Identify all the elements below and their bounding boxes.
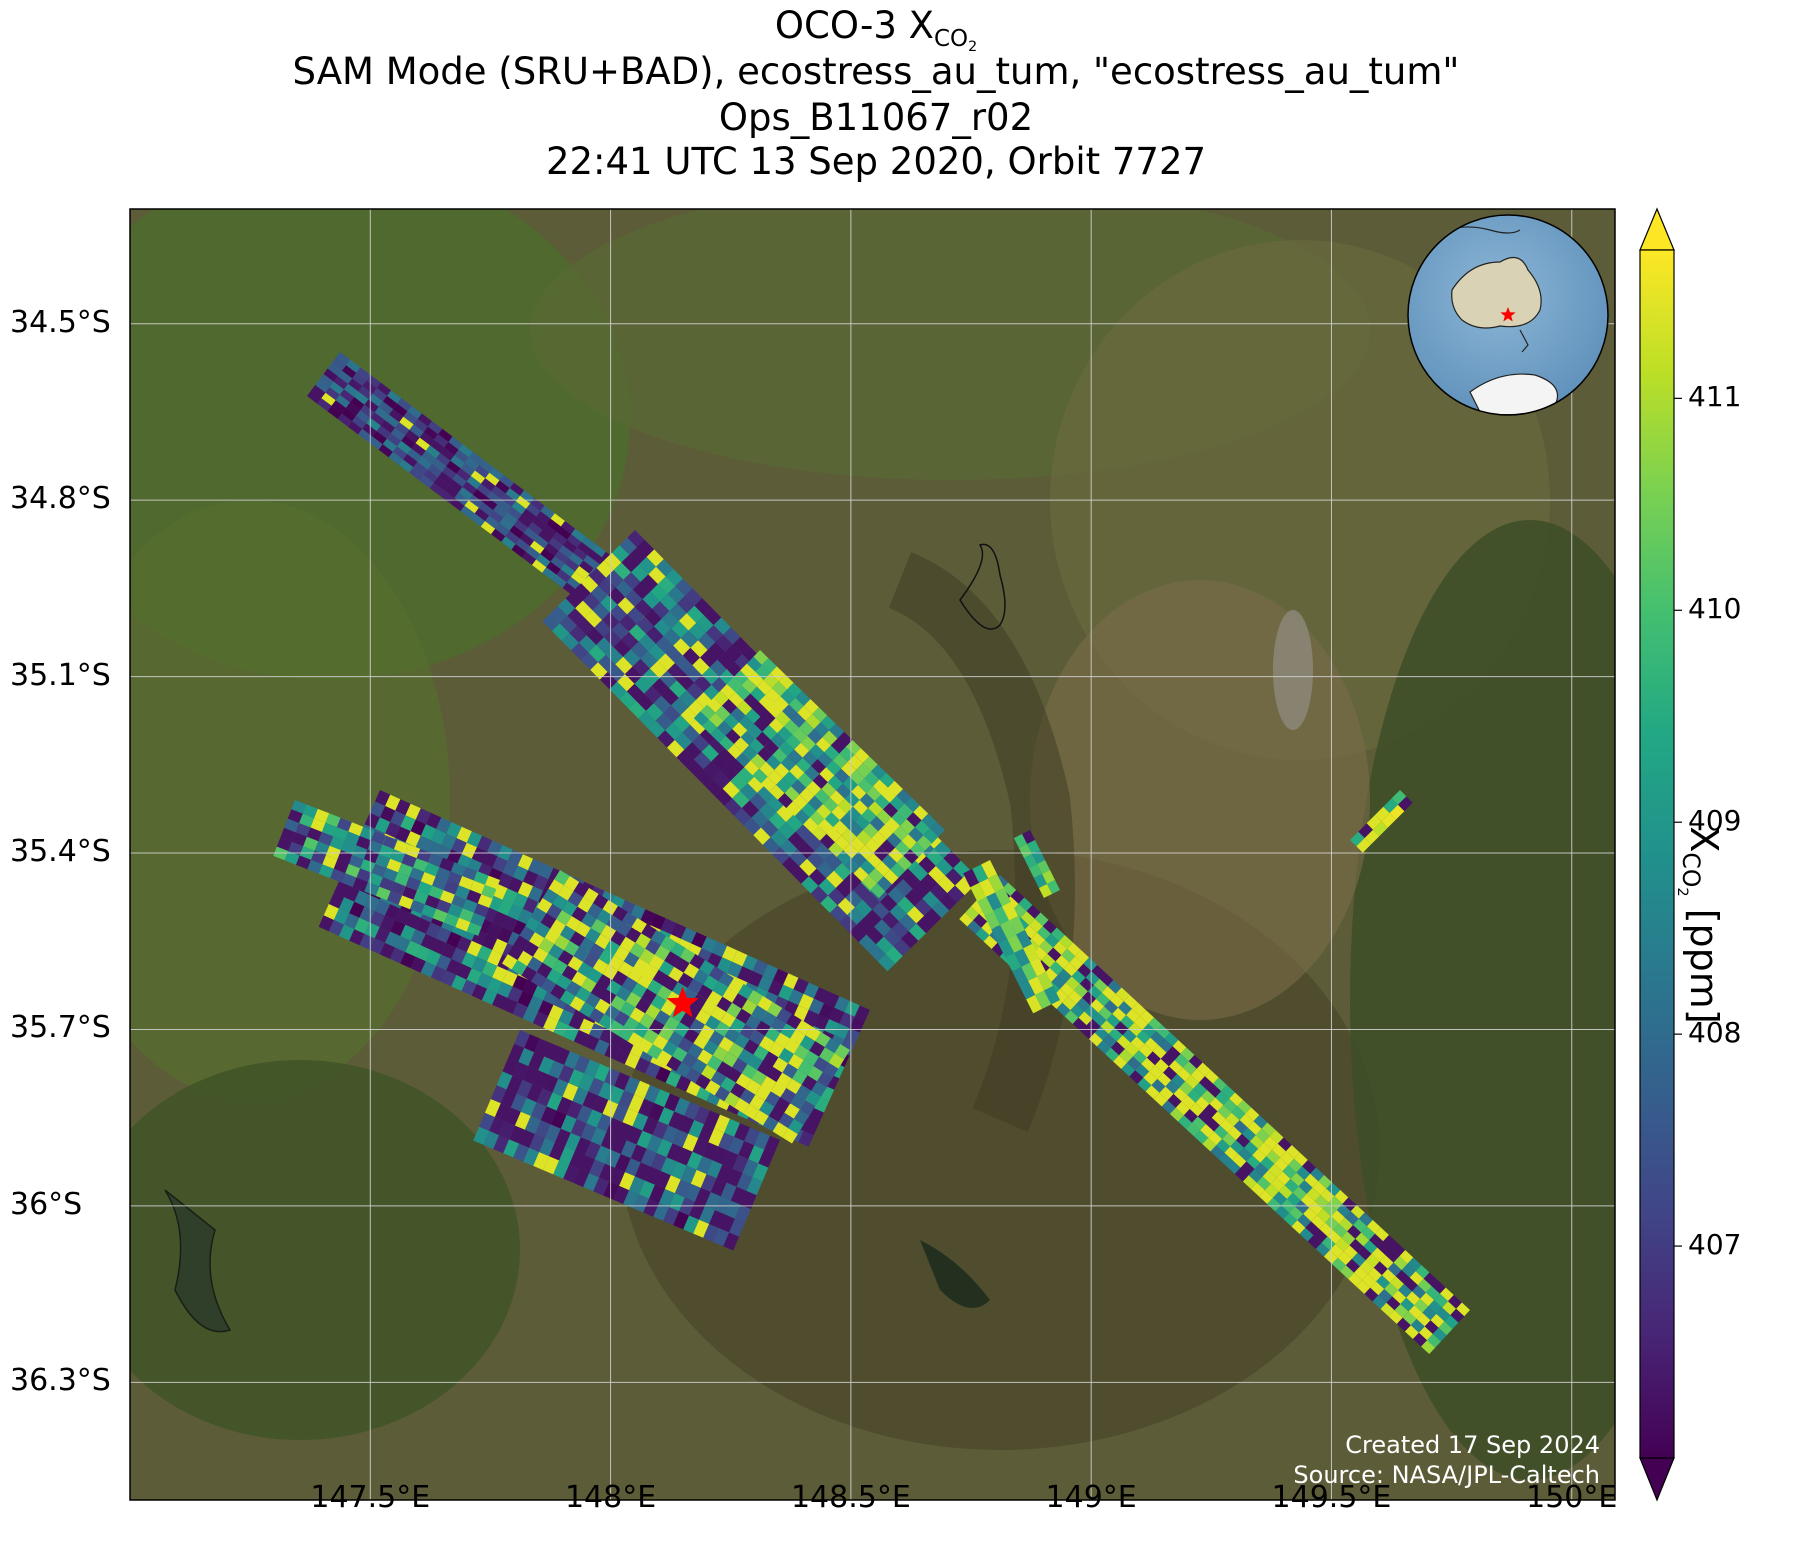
title-line4: 22:41 UTC 13 Sep 2020, Orbit 7727 [545,140,1207,183]
lon-tick-label: 150°E [1526,1480,1618,1515]
colorbar-tick-label: 411 [1688,380,1742,414]
lat-tick-label: 36°S [10,1186,83,1222]
globe-star-icon [1500,307,1516,322]
colorbar-tick-label: 407 [1688,1228,1742,1262]
lon-tick-label: 149°E [1045,1480,1137,1515]
title-line3: Ops_B11067_r02 [718,96,1034,139]
lon-tick-label: 148°E [564,1480,657,1515]
colorbar [1639,207,1682,1502]
lat-tick-label: 35.1°S [10,657,111,693]
title-line1: OCO-3 XCO2 [774,4,978,55]
title-line2: SAM Mode (SRU+BAD), ecostress_au_tum, "e… [292,50,1460,93]
lat-tick-label: 36.3°S [10,1363,111,1399]
target-star-icon [666,986,699,1018]
lat-tick-label: 35.7°S [10,1010,111,1046]
lon-tick-label: 149.5°E [1271,1480,1392,1515]
lon-tick-label: 148.5°E [790,1480,911,1515]
lat-tick-label: 34.5°S [10,304,111,340]
graticule [130,209,1615,1500]
map-frame [129,208,1616,1501]
lon-tick-label: 147.5°E [310,1480,431,1515]
credits: Created 17 Sep 2024 Source: NASA/JPL-Cal… [1293,1430,1600,1490]
lat-tick-label: 35.4°S [10,834,111,870]
created-date: Created 17 Sep 2024 [1345,1431,1600,1459]
colorbar-label: XCO2 [ppm] [1673,826,1727,1024]
colorbar-tick-label: 410 [1688,592,1742,626]
colorbar-tick-label: 408 [1688,1016,1742,1050]
xco2-soundings [273,352,1470,1354]
basemap [130,209,1615,1500]
plot-title: OCO-3 XCO2 [0,4,1752,69]
inset-globe [1407,214,1609,416]
source-credit: Source: NASA/JPL-Caltech [1293,1461,1600,1489]
colorbar-tick-label: 409 [1688,804,1742,838]
lat-tick-label: 34.8°S [10,481,111,517]
